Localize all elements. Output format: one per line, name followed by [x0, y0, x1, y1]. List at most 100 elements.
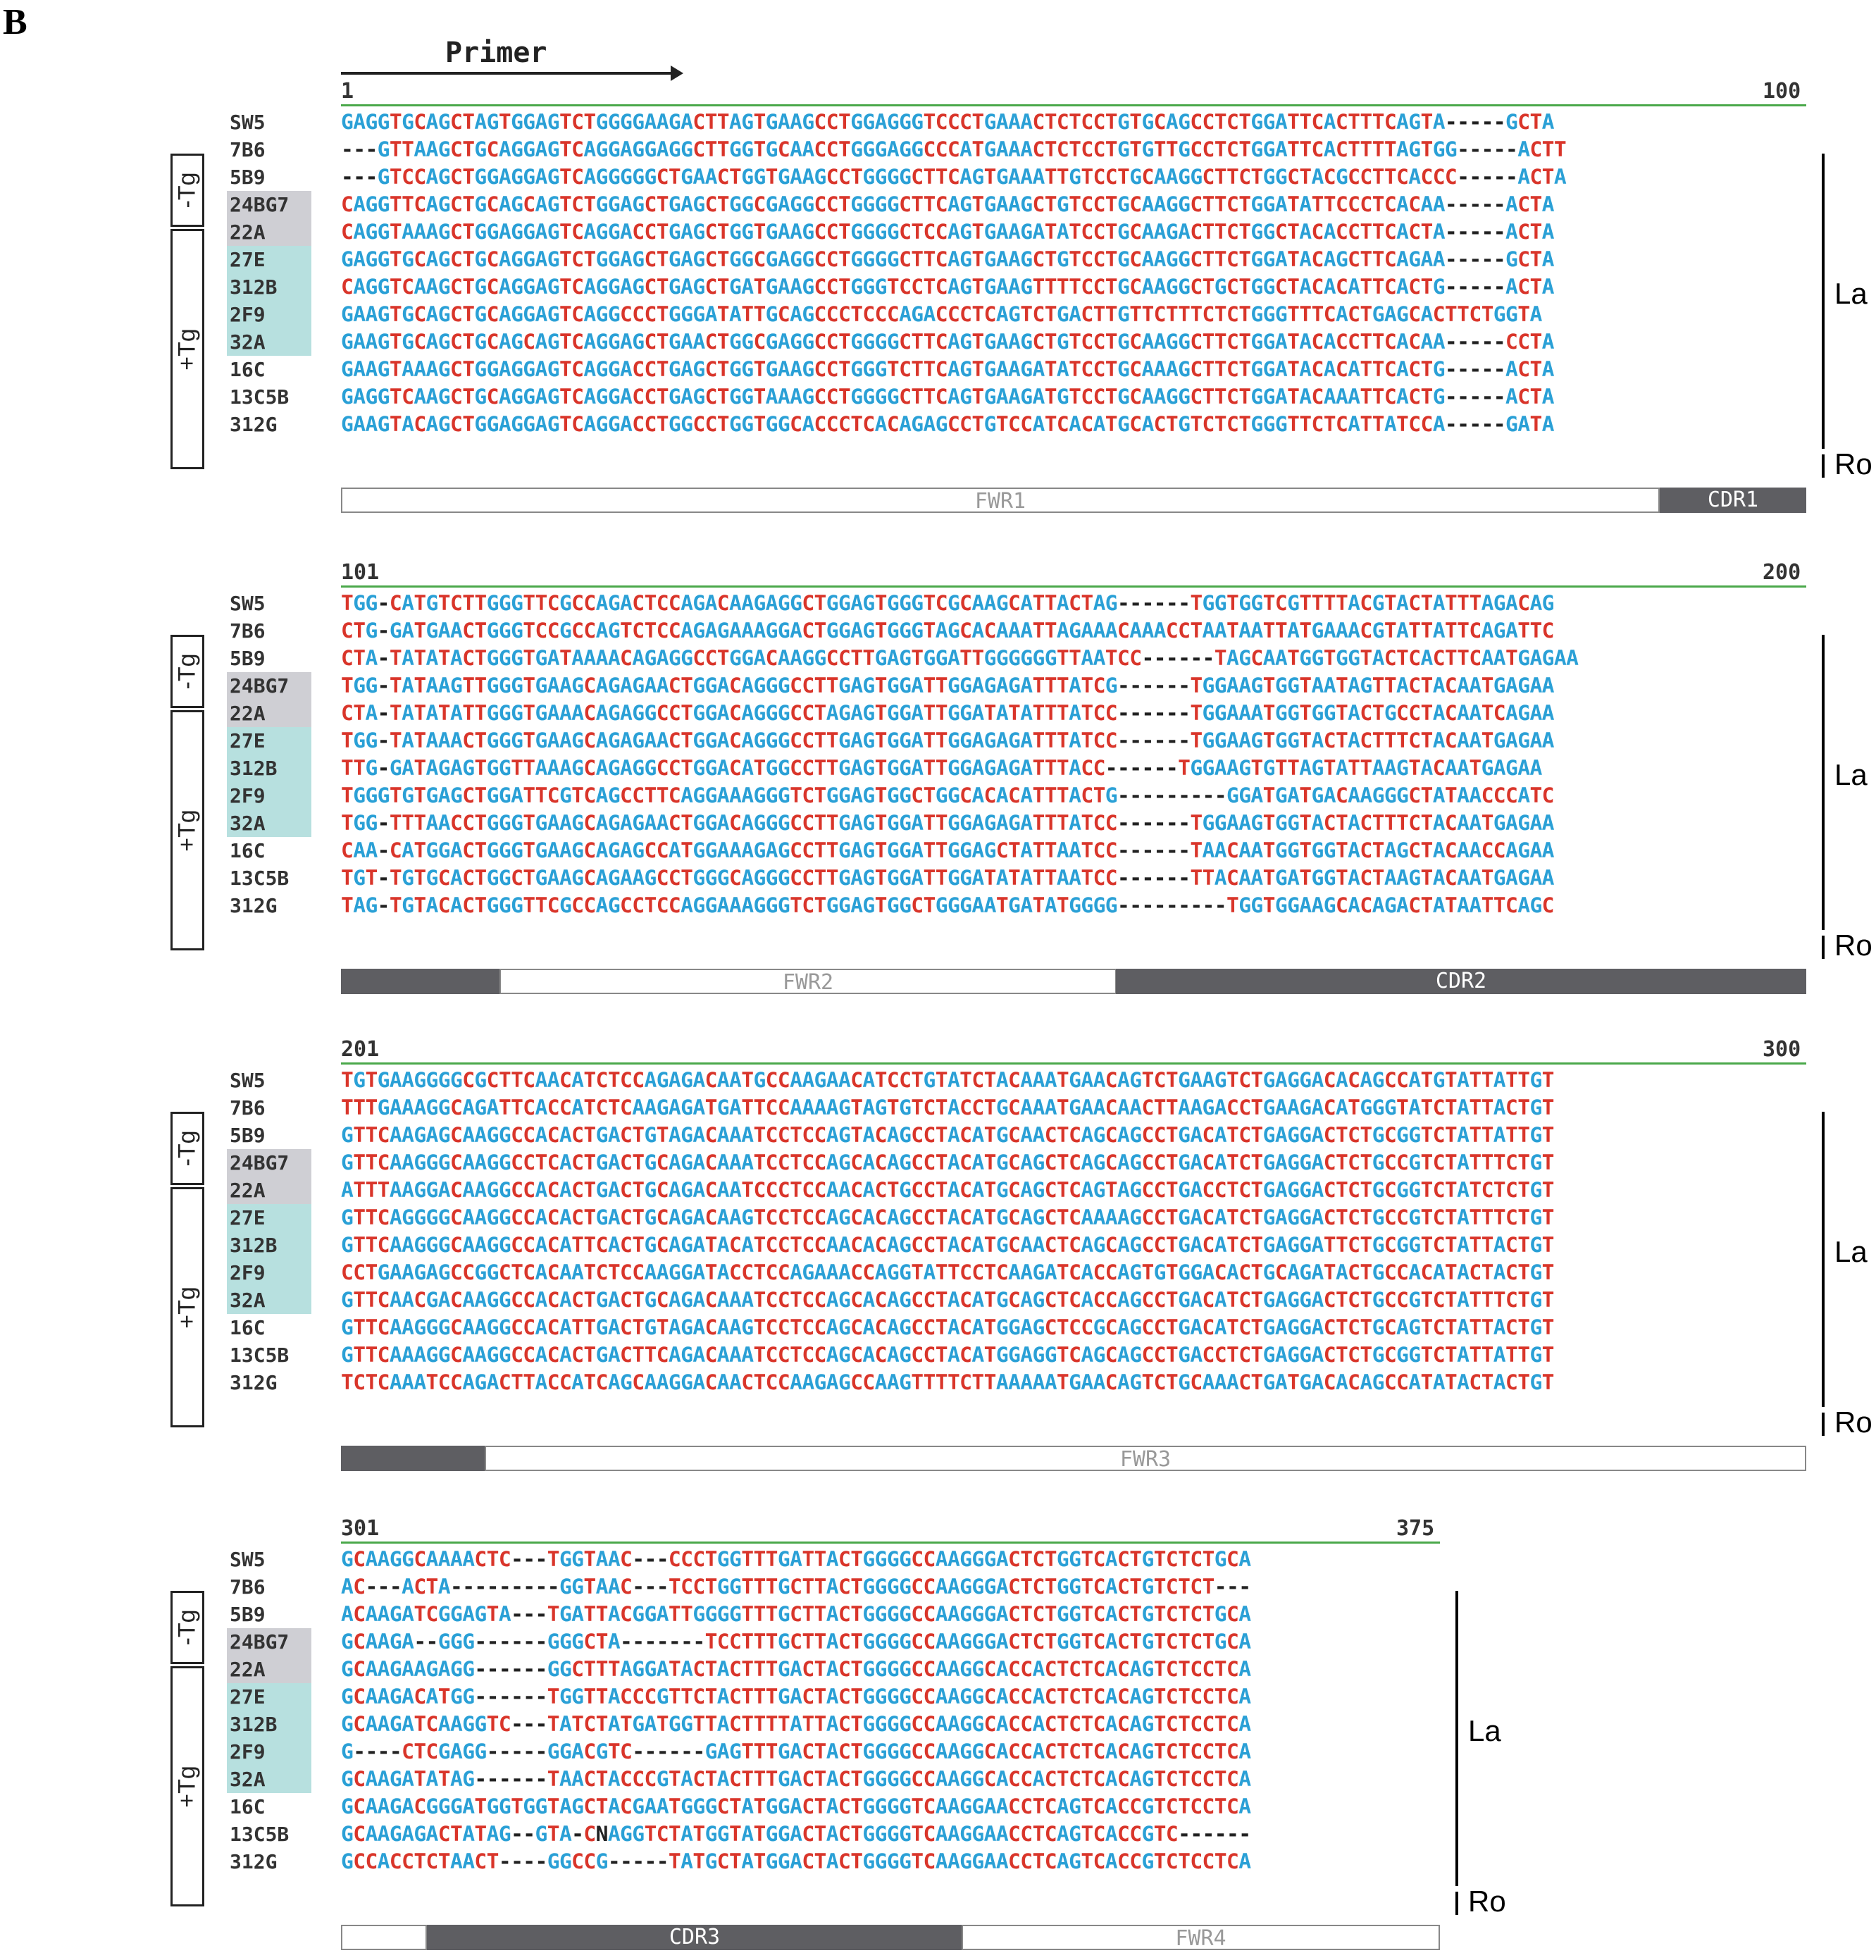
- sequence-row: CTA-TATATACTGGGTGATAAAACAGAGGCCTGGACAAGG…: [341, 646, 1579, 670]
- sequence-row: TTTGAAAGGCAGATTCACCATCTCAAGAGATGATTCCAAA…: [341, 1096, 1554, 1119]
- sequence-row: GCAAGA--GGG------GGGCTA-------TCCTTTGCTT…: [341, 1630, 1251, 1654]
- sequence-name: 7B6: [230, 1096, 266, 1119]
- sequence-row: GCCACCTCTAACT----GGCCG-----TATGCTATGGACT…: [341, 1849, 1251, 1873]
- la-bracket: [1822, 635, 1825, 930]
- position-start: 301: [341, 1516, 380, 1541]
- sequence-name: 22A: [227, 1656, 311, 1683]
- sequence-row: ---GTTAAGCTGCAGGAGTCAGGAGGAGGCTTGGTGCAAC…: [341, 137, 1567, 161]
- sequence-name: 312B: [227, 755, 311, 782]
- sequence-name: 16C: [230, 1795, 266, 1818]
- sequence-row: GTTCAAGGGCAAGGCCTCACTGACTGCAGACAAATCCTCC…: [341, 1150, 1554, 1174]
- sequence-name: 27E: [227, 1683, 311, 1711]
- sequence-name: 16C: [230, 1316, 266, 1339]
- position-end: 300: [1763, 1037, 1801, 1062]
- sequence-name: 5B9: [230, 1124, 266, 1147]
- sequence-row: ATTTAAGGACAAGGCCACACTGACTGCAGACAATCCCTCC…: [341, 1178, 1554, 1202]
- ro-bracket: [1822, 936, 1825, 959]
- ro-label: Ro: [1834, 1406, 1872, 1439]
- sequence-row: GCAAGATATAG------TAACTACCCGTACTACTTTGACT…: [341, 1767, 1251, 1791]
- sequence-names: SW5 7B6 5B9 24BG7 22A 27E 312B 2F9 32A 16C 13C5B 31…: [227, 590, 311, 919]
- sequence-names: SW5 7B6 5B9 24BG7 22A 27E 312B 2F9 32A 16C 13C5B 31…: [227, 108, 311, 438]
- sequence-name: 32A: [227, 810, 311, 837]
- la-label: La: [1834, 277, 1868, 311]
- group-label: +Tg: [173, 328, 201, 371]
- sequence-name: SW5: [230, 111, 266, 134]
- block-header: 301 375: [341, 1481, 1440, 1544]
- region-bar: CDR3 FWR4: [341, 1925, 1440, 1951]
- region-segment: FWR2: [499, 969, 1117, 995]
- la-bracket: [1822, 154, 1825, 449]
- sequence-rows: TGG-CATGTCTTGGGTTCGCCAGACTCCAGACAAGAGGCT…: [341, 590, 1579, 919]
- position-ruler: [341, 585, 1806, 588]
- region-bar: FWR3: [341, 1446, 1806, 1472]
- ro-bracket: [1822, 454, 1825, 478]
- block-header: 101 200: [341, 525, 1806, 588]
- la-label: La: [1834, 758, 1868, 792]
- sequence-name: 312G: [230, 1850, 278, 1873]
- sequence-area: Primer 1 100 GAGGTGCAGCTAGTGGAGTCTGGGGAAGAC…: [341, 37, 1806, 436]
- alignment-block: 101 200 TGG-CATGTCTTGGGTTCGCCAGACTCCAGACAA…: [0, 525, 1876, 1004]
- sequence-row: CAGGTAAAGCTGGAGGAGTCAGGACCTGAGCTGGTGAAGC…: [341, 220, 1554, 244]
- sequence-row: GTTCAAAGGCAAGGCCACACTGACTTCAGACAAATCCTCC…: [341, 1343, 1554, 1367]
- panel-label: B: [3, 2, 27, 42]
- sequence-row: GAAGTGCAGCTGCAGGAGTCAGGCCCTGGGATATTGCAGC…: [341, 302, 1542, 326]
- sequence-name: 27E: [227, 727, 311, 755]
- sequence-name: 2F9: [227, 301, 311, 328]
- sequence-row: GTTCAAGGGCAAGGCCACATTCACTGCAGATACATCCTCC…: [341, 1233, 1554, 1257]
- sequence-row: GAAGTACAGCTGGAGGAGTCAGGACCTGGCCTGGTGGCAC…: [341, 412, 1554, 436]
- sequence-name: SW5: [230, 592, 266, 615]
- ro-bracket: [1455, 1892, 1458, 1915]
- region-segment: FWR1: [341, 488, 1660, 514]
- sequence-name: 312B: [227, 1711, 311, 1738]
- sequence-row: GAGGTGCAGCTAGTGGAGTCTGGGGAAGACTTAGTGAAGC…: [341, 110, 1554, 134]
- sequence-rows: GCAAGGCAAAACTC---TGGTAAC---CCCTGGTTTGATT…: [341, 1546, 1251, 1875]
- sequence-row: TGG-TATAAGTTGGGTGAAGCAGAGAACTGGACAGGGCCT…: [341, 674, 1554, 697]
- sequence-row: CAA-CATGGACTGGGTGAAGCAGAGCCATGGAAAGAGCCT…: [341, 838, 1554, 862]
- alignment-block: 201 300 TGTGAAGGGGCGCTTCAACATCTCCAGAGACAAT…: [0, 1002, 1876, 1481]
- position-end: 100: [1763, 79, 1801, 104]
- sequence-name: 2F9: [227, 1259, 311, 1286]
- region-segment: [341, 1925, 427, 1950]
- sequence-row: GAGGTGCAGCTGCAGGAGTCTGGAGCTGAGCTGGCGAGGC…: [341, 247, 1554, 271]
- sequence-row: TCTCAAATCCAGACTTACCATCAGCAAGGACAACTCCAAG…: [341, 1370, 1554, 1394]
- sequence-row: GCAAGGCAAAACTC---TGGTAAC---CCCTGGTTTGATT…: [341, 1547, 1251, 1571]
- sequence-name: 24BG7: [227, 1628, 311, 1656]
- group-label: +Tg: [173, 1286, 201, 1329]
- sequence-row: CAGGTCAAGCTGCAGGAGTCAGGAGCTGAGCTGATGAAGC…: [341, 275, 1554, 299]
- sequence-name: 13C5B: [230, 1344, 290, 1367]
- sequence-name: 32A: [227, 328, 311, 356]
- group-label: -Tg: [173, 653, 201, 690]
- ro-label: Ro: [1468, 1885, 1506, 1918]
- sequence-area: 301 375 GCAAGGCAAAACTC---TGGTAAC---CCCTGGT…: [341, 1481, 1440, 1873]
- region-segment: CDR3: [427, 1925, 962, 1950]
- position-start: 1: [341, 79, 354, 104]
- group-label: -Tg: [173, 172, 201, 209]
- sequence-row: TGG-CATGTCTTGGGTTCGCCAGACTCCAGACAAGAGGCT…: [341, 591, 1554, 615]
- sequence-row: GTTCAAGGGCAAGGCCACATTGACTGTAGACAAGTCCTCC…: [341, 1315, 1554, 1339]
- sequence-name: 312G: [230, 1371, 278, 1394]
- group-label: +Tg: [173, 1765, 201, 1808]
- group-label: -Tg: [173, 1609, 201, 1646]
- group-box-neg-tg: -Tg: [170, 1591, 204, 1664]
- region-segment: FWR3: [485, 1446, 1806, 1472]
- sequence-name: 312B: [227, 1232, 311, 1259]
- region-bar: FWR1 CDR1: [341, 488, 1806, 514]
- position-start: 101: [341, 560, 380, 585]
- group-box-pos-tg: +Tg: [170, 229, 204, 470]
- sequence-name: 24BG7: [227, 672, 311, 700]
- ro-label: Ro: [1834, 447, 1872, 480]
- sequence-name: 27E: [227, 246, 311, 273]
- sequence-row: GCAAGAGACTATAG--GTA-CNAGGTCTATGGTATGGACT…: [341, 1822, 1251, 1846]
- sequence-row: GCAAGAAGAGG------GGCTTTAGGATACTACTTTGACT…: [341, 1657, 1251, 1681]
- region-segment: FWR4: [962, 1925, 1440, 1951]
- sequence-row: GAAGTGCAGCTGCAGCAGTCAGGAGCTGAACTGGCGAGGC…: [341, 330, 1554, 354]
- sequence-name: 312B: [227, 273, 311, 301]
- ro-bracket: [1822, 1413, 1825, 1436]
- region-segment: [341, 969, 499, 994]
- region-segment: [341, 1446, 485, 1471]
- sequence-name: 22A: [227, 218, 311, 246]
- sequence-name: 16C: [230, 358, 266, 381]
- sequence-name: 24BG7: [227, 191, 311, 218]
- sequence-row: GAGGTCAAGCTGCAGGAGTCAGGACCTGAGCTGGTAAAGC…: [341, 385, 1554, 409]
- region-segment: CDR1: [1660, 488, 1806, 513]
